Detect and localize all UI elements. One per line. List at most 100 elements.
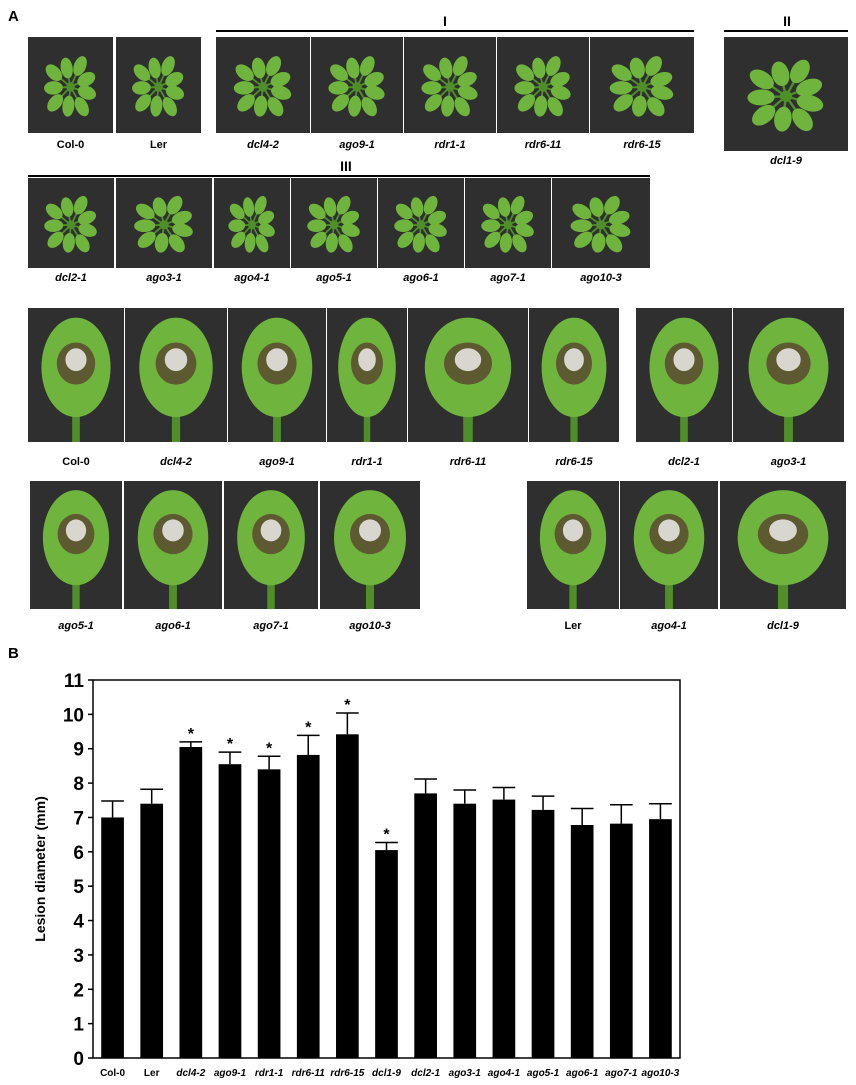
rosette-photo [724,37,848,151]
leaf-label: ago4-1 [651,620,687,632]
bar [570,825,594,1058]
y-tick-label: 10 [63,705,84,726]
x-tick-label: rdr6-11 [292,1068,326,1079]
leaf-photo [733,308,844,442]
leaf-photo [620,481,718,609]
x-tick-label: rdr6-15 [330,1068,364,1079]
rosette-label: rdr6-11 [524,139,562,151]
panel-a-letter: A [8,8,19,25]
leaf-photo [30,481,122,609]
leaf-photo [28,308,124,442]
bar [375,850,398,1058]
leaf-label: Ler [564,620,582,632]
leaf-label: ago5-1 [58,620,94,632]
x-tick-label: ago5-1 [527,1068,560,1079]
bar [257,769,281,1058]
x-tick-label: ago6-1 [566,1068,599,1079]
leaf-label: ago10-3 [349,620,391,632]
y-tick-label: 0 [73,1049,84,1070]
significance-marker: * [344,697,351,714]
bar [218,764,242,1058]
rosette-label: dcl1-9 [770,155,802,167]
leaf-photo [228,308,326,442]
panel-b-letter: B [8,645,19,662]
rosette-label: dcl4-2 [247,139,279,151]
y-tick-label: 7 [73,808,84,829]
x-tick-label: ago7-1 [605,1068,638,1079]
rosette-label: Ler [149,139,168,151]
rosette-label: rdr1-1 [434,139,466,151]
rosette-label: dcl2-1 [55,272,87,284]
x-tick-label: ago10-3 [642,1068,680,1079]
leaf-label: dcl1-9 [767,620,799,632]
rosette-photo [404,37,496,133]
leaf-photo [124,481,222,609]
bar [531,809,555,1058]
bar [414,793,437,1058]
leaf-label: ago3-1 [770,456,807,468]
rosette-label: ago10-3 [580,272,622,284]
bar [296,754,320,1058]
leaf-label: rdr6-11 [449,456,487,468]
leaf-label: ago9-1 [259,456,295,468]
bar [336,734,359,1058]
leaf-photo [636,308,732,442]
leaf-label: ago7-1 [253,620,289,632]
group-ii-label: II [783,13,791,29]
y-tick-label: 1 [73,1015,84,1036]
x-tick-label: dcl4-2 [176,1068,205,1079]
leaf-label: ago6-1 [155,620,191,632]
bar [492,799,516,1058]
significance-marker: * [227,736,234,753]
leaf-photo [320,481,420,609]
rosette-label: ago7-1 [490,272,526,284]
group-i-label: I [443,13,447,29]
leaf-photo [527,481,619,609]
y-tick-label: 6 [73,843,84,864]
x-tick-label: dcl1-9 [372,1068,401,1079]
leaf-photo [327,308,407,442]
bar [140,803,164,1058]
y-tick-label: 11 [64,671,85,692]
bar [179,747,203,1058]
leaf-photo [720,481,846,609]
bar [101,817,124,1058]
bar [609,823,633,1058]
significance-marker: * [266,740,273,757]
rosette-photo [116,178,212,268]
group-iii-bar [28,175,650,177]
rosette-label: ago9-1 [339,139,375,151]
y-tick-label: 2 [73,980,84,1001]
leaf-label: dcl2-1 [668,456,700,468]
x-tick-label: ago9-1 [214,1068,247,1079]
leaf-label: dcl4-2 [160,456,192,468]
group-i-bar [216,30,694,32]
rosette-photo [552,178,650,268]
y-tick-label: 9 [73,740,84,761]
rosette-label: rdr6-15 [623,139,661,151]
y-tick-label: 5 [73,877,84,898]
leaf-label: Col-0 [62,456,90,468]
rosette-photo [116,37,201,133]
bar [453,803,477,1058]
bar [649,819,672,1058]
leaf-photo [125,308,227,442]
rosette-photo [28,178,114,268]
lesion-bar-chart: 0 1 2 3 4 5 6 7 8 9 10 11 Lesion diameter (mm) Col-0 L… [32,671,681,1079]
x-tick-label: ago4-1 [488,1068,521,1079]
rosette-photo [497,37,589,133]
rosette-photo [378,178,464,268]
x-tick-label: ago3-1 [449,1068,482,1079]
rosette-photo [214,178,290,268]
significance-marker: * [188,726,195,743]
rosette-photo [216,37,310,133]
rosette-label: ago5-1 [316,272,352,284]
leaf-label: rdr1-1 [351,456,383,468]
group-iii-label: III [340,158,352,174]
x-tick-label: dcl2-1 [411,1068,440,1079]
leaf-photo [529,308,619,442]
y-tick-label: 3 [73,946,84,967]
rosette-photo [291,178,377,268]
group-ii-bar [724,30,848,32]
rosette-photo [311,37,403,133]
